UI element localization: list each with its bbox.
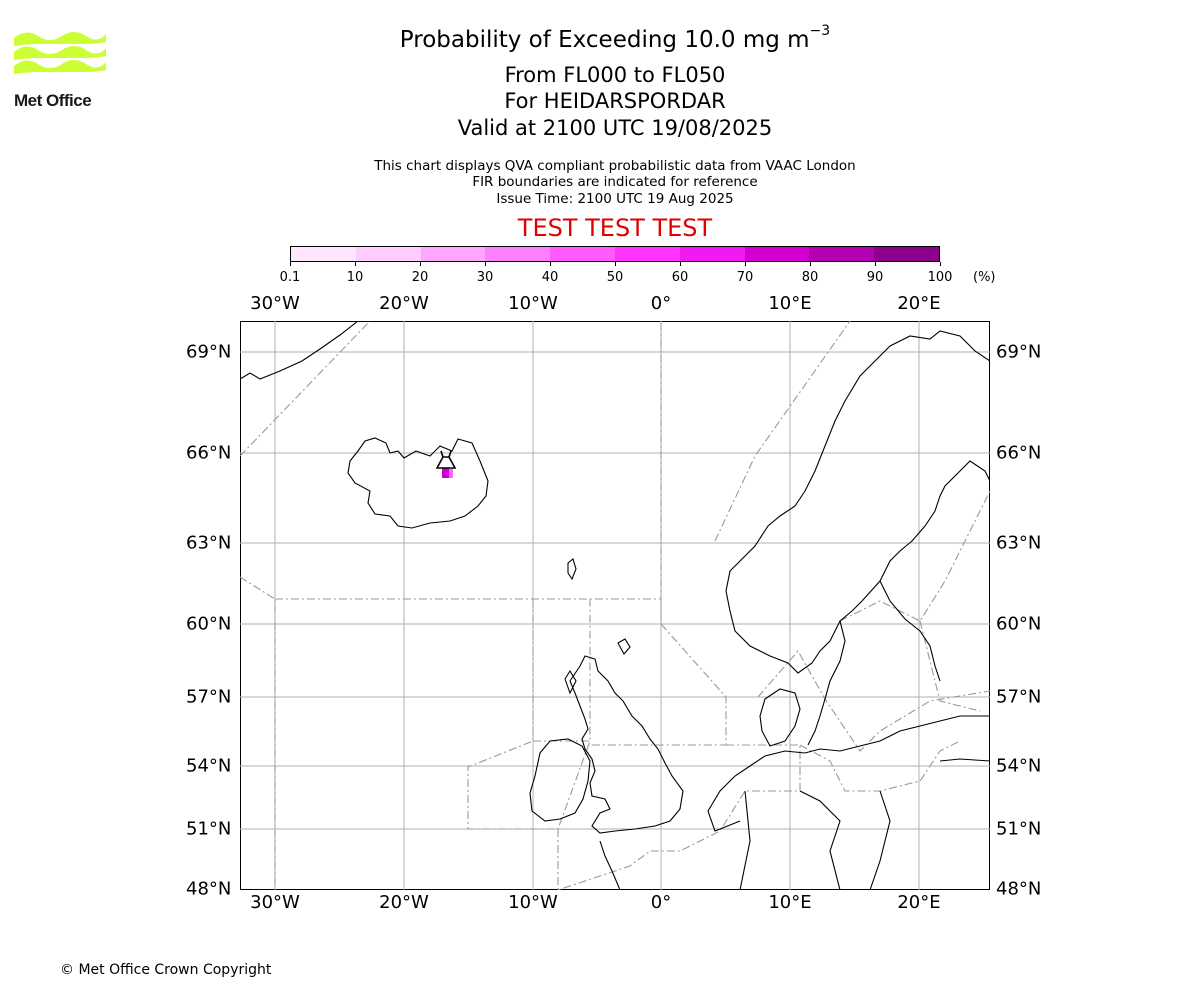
colorbar-tick: [875, 262, 876, 266]
colorbar-swatch: [420, 247, 486, 261]
colorbar-swatch: [291, 247, 356, 261]
flight-level-range: From FL000 to FL050: [504, 63, 726, 87]
colorbar-tick-label: 40: [541, 270, 559, 285]
longitude-label: 10°W: [508, 892, 558, 913]
note-fir: FIR boundaries are indicated for referen…: [472, 174, 758, 190]
ash-cell-low: [449, 469, 453, 478]
longitude-label: 0°: [650, 293, 672, 314]
latitude-label: 51°N: [996, 818, 1042, 840]
map-frame: [240, 321, 990, 890]
copyright-notice: © Met Office Crown Copyright: [60, 962, 272, 978]
logo-wordmark: Met Office: [14, 91, 92, 110]
chart-title-main: Probability of Exceeding 10.0 mg m: [399, 27, 810, 53]
colorbar-tick: [680, 262, 681, 266]
colorbar-tick: [745, 262, 746, 266]
longitude-label: 0°: [650, 892, 672, 913]
colorbar-tick-label: 70: [736, 270, 754, 285]
colorbar-tick-label: 20: [411, 270, 429, 285]
volcano-icon: [435, 450, 457, 469]
volcano-name: For HEIDARSPORDAR: [504, 89, 726, 113]
colorbar-tick-label: 60: [671, 270, 689, 285]
ash-probability-area: [442, 464, 453, 478]
colorbar-swatch: [485, 247, 551, 261]
colorbar-tick-label: 30: [476, 270, 494, 285]
colorbar-tick: [550, 262, 551, 266]
colorbar-tick-label: 0.1: [279, 270, 301, 285]
colorbar-swatch: [614, 247, 680, 261]
colorbar-swatch: [809, 247, 875, 261]
longitude-label: 10°W: [508, 293, 558, 314]
colorbar-tick: [940, 262, 941, 266]
latitude-label: 57°N: [186, 686, 232, 708]
latitude-label: 66°N: [996, 442, 1042, 464]
graticule: [240, 321, 990, 890]
latitude-label: 54°N: [186, 755, 232, 777]
colorbar-tick-label: 50: [606, 270, 624, 285]
colorbar-tick-label: 80: [801, 270, 819, 285]
longitude-label: 10°E: [768, 892, 812, 913]
valid-time: Valid at 2100 UTC 19/08/2025: [457, 116, 773, 140]
longitude-label: 10°E: [768, 293, 812, 314]
colorbar-tick: [810, 262, 811, 266]
colorbar-tick: [615, 262, 616, 266]
latitude-label: 66°N: [186, 442, 232, 464]
colorbar-tick: [420, 262, 421, 266]
latitude-label: 60°N: [996, 613, 1042, 635]
colorbar-swatch: [355, 247, 421, 261]
colorbar-tick: [355, 262, 356, 266]
latitude-label: 69°N: [996, 341, 1042, 363]
issue-time: Issue Time: 2100 UTC 19 Aug 2025: [496, 191, 734, 207]
colorbar-tick: [485, 262, 486, 266]
chart-title-superscript: −3: [809, 23, 831, 39]
latitude-label: 69°N: [186, 341, 232, 363]
latitude-label: 48°N: [186, 878, 232, 900]
longitude-label: 20°W: [379, 293, 429, 314]
longitude-label: 20°W: [379, 892, 429, 913]
colorbar-unit: (%): [973, 270, 996, 285]
colorbar-swatch: [744, 247, 810, 261]
colorbar-tick-label: 90: [866, 270, 884, 285]
test-banner: TEST TEST TEST: [517, 214, 713, 242]
map: [240, 321, 990, 890]
longitude-label: 30°W: [250, 293, 300, 314]
colorbar-tick-label: 10: [346, 270, 364, 285]
colorbar-tick-label: 100: [927, 270, 953, 285]
coastlines: [240, 321, 990, 890]
fir-boundaries: [240, 321, 990, 890]
latitude-label: 57°N: [996, 686, 1042, 708]
note-qva: This chart displays QVA compliant probab…: [374, 158, 856, 174]
colorbar-swatch: [679, 247, 745, 261]
colorbar-swatch: [550, 247, 615, 261]
latitude-label: 54°N: [996, 755, 1042, 777]
latitude-label: 51°N: [186, 818, 232, 840]
met-office-logo: Met Office: [14, 28, 110, 114]
met-office-waves-icon: [14, 32, 106, 74]
colorbar-swatch: [874, 247, 939, 261]
latitude-label: 63°N: [186, 532, 232, 554]
latitude-label: 60°N: [186, 613, 232, 635]
longitude-label: 20°E: [897, 293, 941, 314]
ash-cell-high: [442, 464, 449, 478]
colorbar-tick: [290, 262, 291, 266]
chart-title: Probability of Exceeding 10.0 mg m−3: [0, 23, 1200, 53]
colorbar: [290, 246, 940, 262]
latitude-label: 48°N: [996, 878, 1042, 900]
latitude-label: 63°N: [996, 532, 1042, 554]
longitude-label: 20°E: [897, 892, 941, 913]
longitude-label: 30°W: [250, 892, 300, 913]
